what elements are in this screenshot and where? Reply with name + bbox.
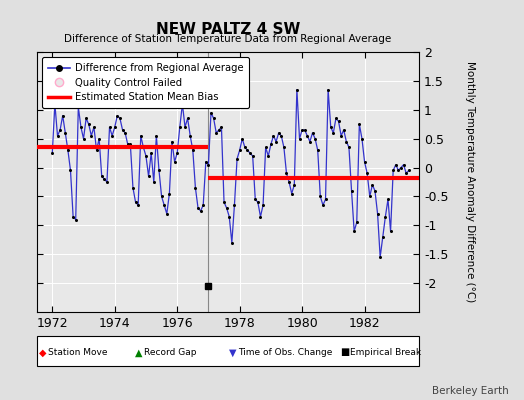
Text: Empirical Break: Empirical Break — [350, 348, 421, 357]
Text: ◆: ◆ — [39, 348, 47, 358]
Text: NEW PALTZ 4 SW: NEW PALTZ 4 SW — [156, 22, 300, 37]
Text: Berkeley Earth: Berkeley Earth — [432, 386, 508, 396]
Text: Time of Obs. Change: Time of Obs. Change — [238, 348, 333, 357]
Text: ▼: ▼ — [230, 348, 237, 358]
Text: ▲: ▲ — [135, 348, 143, 358]
Text: Record Gap: Record Gap — [144, 348, 196, 357]
Text: ■: ■ — [340, 348, 349, 358]
Text: Difference of Station Temperature Data from Regional Average: Difference of Station Temperature Data f… — [64, 34, 391, 44]
Legend: Difference from Regional Average, Quality Control Failed, Estimated Station Mean: Difference from Regional Average, Qualit… — [42, 57, 249, 108]
Text: Station Move: Station Move — [48, 348, 108, 357]
Y-axis label: Monthly Temperature Anomaly Difference (°C): Monthly Temperature Anomaly Difference (… — [465, 61, 475, 303]
